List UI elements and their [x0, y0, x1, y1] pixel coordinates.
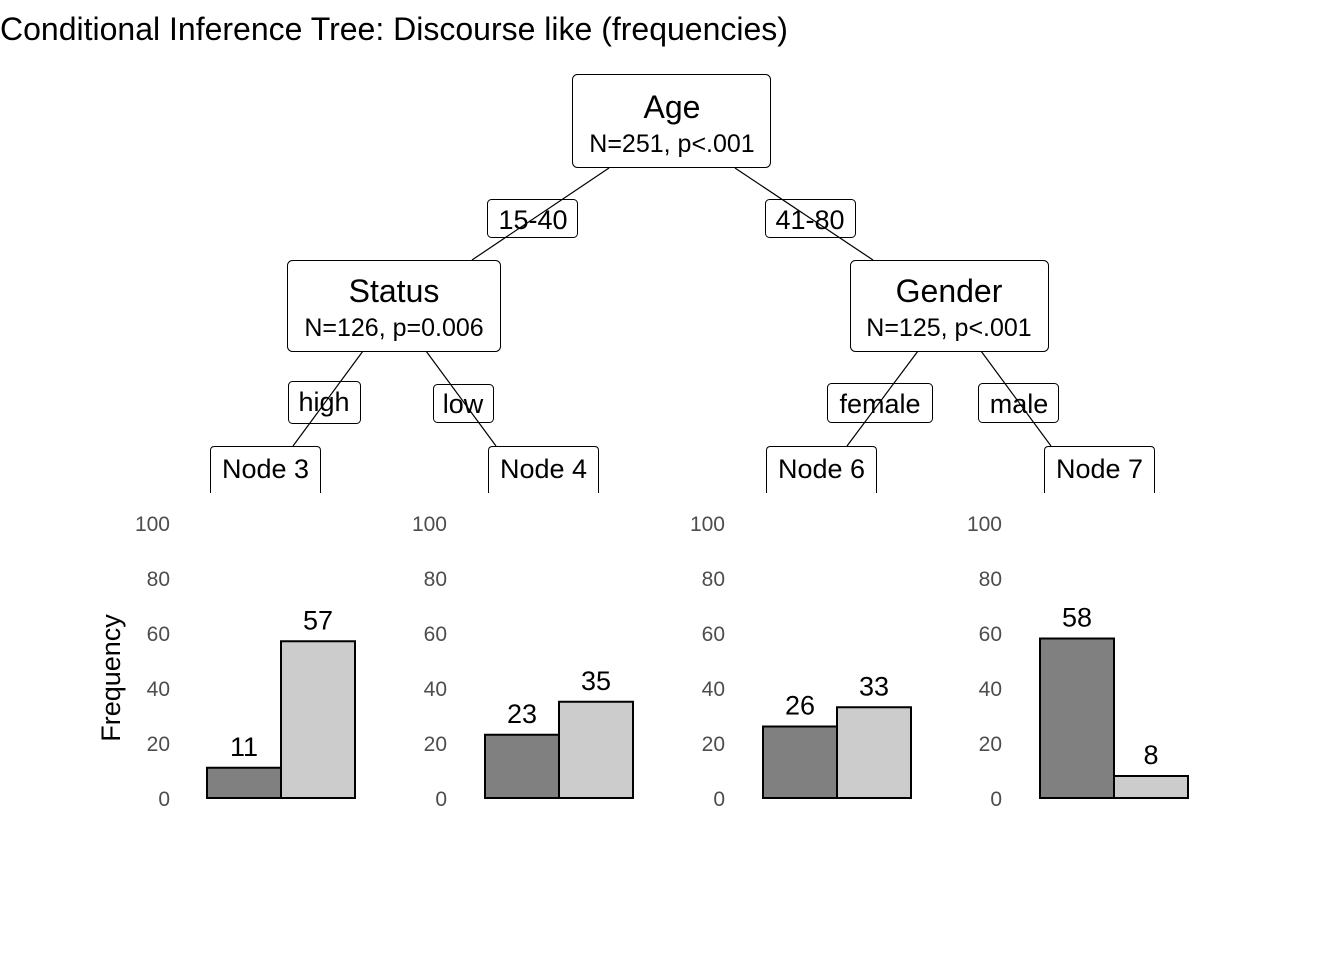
y-tick-label: 20: [424, 733, 447, 756]
edge-root-right: [734, 167, 874, 261]
bar-value-label: 26: [785, 691, 815, 721]
node-age: Age N=251, p<.001: [572, 74, 771, 168]
edge-gender-male: [980, 350, 1052, 447]
node-status: Status N=126, p=0.006: [287, 260, 501, 352]
y-tick-label: 80: [702, 568, 725, 591]
y-tick-label: 80: [979, 568, 1002, 591]
leaf-label: Node 4: [500, 454, 587, 484]
bar-value-label: 23: [507, 699, 537, 729]
edge-label-41-80: 41-80: [775, 205, 844, 235]
y-tick-label: 100: [135, 513, 170, 536]
bar: [558, 700, 634, 799]
edge-label-15-40: 15-40: [498, 205, 567, 235]
node-status-box: [287, 260, 501, 352]
bar: [762, 725, 838, 799]
edge-label-box-male: [978, 383, 1059, 423]
y-tick-label: 40: [979, 678, 1002, 701]
y-axis-label: Frequency: [96, 614, 126, 742]
y-tick-label: 60: [702, 623, 725, 646]
y-tick-label: 0: [158, 788, 170, 811]
leaf-label: Node 7: [1056, 454, 1143, 484]
bar-value-label: 57: [303, 605, 333, 635]
edge-gender-female: [846, 350, 919, 447]
leaf-panel-2: Node 4 0 20 40 60 80 100 23 35: [412, 446, 634, 811]
y-tick-label: 60: [979, 623, 1002, 646]
bar-value-label: 58: [1062, 603, 1092, 633]
node-status-stat: N=126, p=0.006: [304, 314, 483, 342]
figure-title: Conditional Inference Tree: Discourse li…: [0, 11, 788, 47]
bar-value-label: 8: [1143, 740, 1158, 770]
edge-status-high: [292, 350, 364, 447]
leaf-label-box: [766, 446, 877, 493]
y-tick-label: 0: [435, 788, 447, 811]
edge-label-male: male: [990, 389, 1049, 419]
y-tick-label: 40: [147, 678, 170, 701]
leaf-label: Node 6: [778, 454, 865, 484]
bar-value-label: 11: [230, 732, 258, 762]
bar-value-label: 35: [581, 666, 611, 696]
edge-label-box-high: [288, 381, 361, 424]
bar: [484, 733, 560, 799]
node-gender-stat: N=125, p<.001: [866, 314, 1031, 342]
y-tick-label: 100: [967, 513, 1002, 536]
leaf-panel-1: Node 3 0 20 40 60 80 100 11 57: [135, 446, 356, 811]
node-age-box: [572, 74, 771, 168]
y-tick-label: 0: [713, 788, 725, 811]
y-tick-label: 20: [979, 733, 1002, 756]
bar: [280, 640, 356, 799]
bar: [836, 706, 912, 799]
node-age-stat: N=251, p<.001: [589, 130, 754, 158]
edge-status-low: [425, 350, 497, 447]
tree-edges: [292, 167, 1052, 447]
y-tick-label: 40: [702, 678, 725, 701]
edge-root-left: [471, 167, 610, 261]
edge-label-box-low: [433, 384, 494, 423]
leaf-label: Node 3: [222, 454, 309, 484]
edge-label-high: high: [298, 387, 349, 417]
node-age-title: Age: [644, 89, 701, 125]
bar: [1039, 637, 1115, 799]
leaf-label-box: [488, 446, 599, 493]
node-gender-box: [850, 260, 1049, 352]
bar: [206, 766, 282, 799]
y-tick-label: 80: [424, 568, 447, 591]
bar-value-label: 33: [859, 671, 889, 701]
y-tick-label: 100: [412, 513, 447, 536]
edge-label-box-15-40: [487, 199, 578, 238]
edge-label-box-41-80: [765, 199, 856, 238]
leaf-label-box: [1044, 446, 1155, 493]
node-status-title: Status: [349, 273, 440, 309]
node-gender: Gender N=125, p<.001: [850, 260, 1049, 352]
y-tick-label: 0: [990, 788, 1002, 811]
edge-label-low: low: [443, 389, 484, 419]
y-tick-label: 20: [702, 733, 725, 756]
y-tick-label: 20: [147, 733, 170, 756]
node-gender-title: Gender: [896, 273, 1003, 309]
bar: [1113, 775, 1189, 799]
y-tick-label: 80: [147, 568, 170, 591]
y-tick-label: 100: [690, 513, 725, 536]
leaf-panel-4: Node 7 0 20 40 60 80 100 58 8: [967, 446, 1189, 811]
edge-label-female: female: [839, 389, 920, 419]
y-tick-label: 60: [147, 623, 170, 646]
leaf-label-box: [210, 446, 321, 493]
leaf-panel-3: Node 6 0 20 40 60 80 100 26 33: [690, 446, 912, 811]
y-tick-label: 40: [424, 678, 447, 701]
edge-label-box-female: [827, 383, 933, 423]
edge-labels: 15-40 41-80 high low female male: [288, 199, 1059, 424]
y-tick-label: 60: [424, 623, 447, 646]
